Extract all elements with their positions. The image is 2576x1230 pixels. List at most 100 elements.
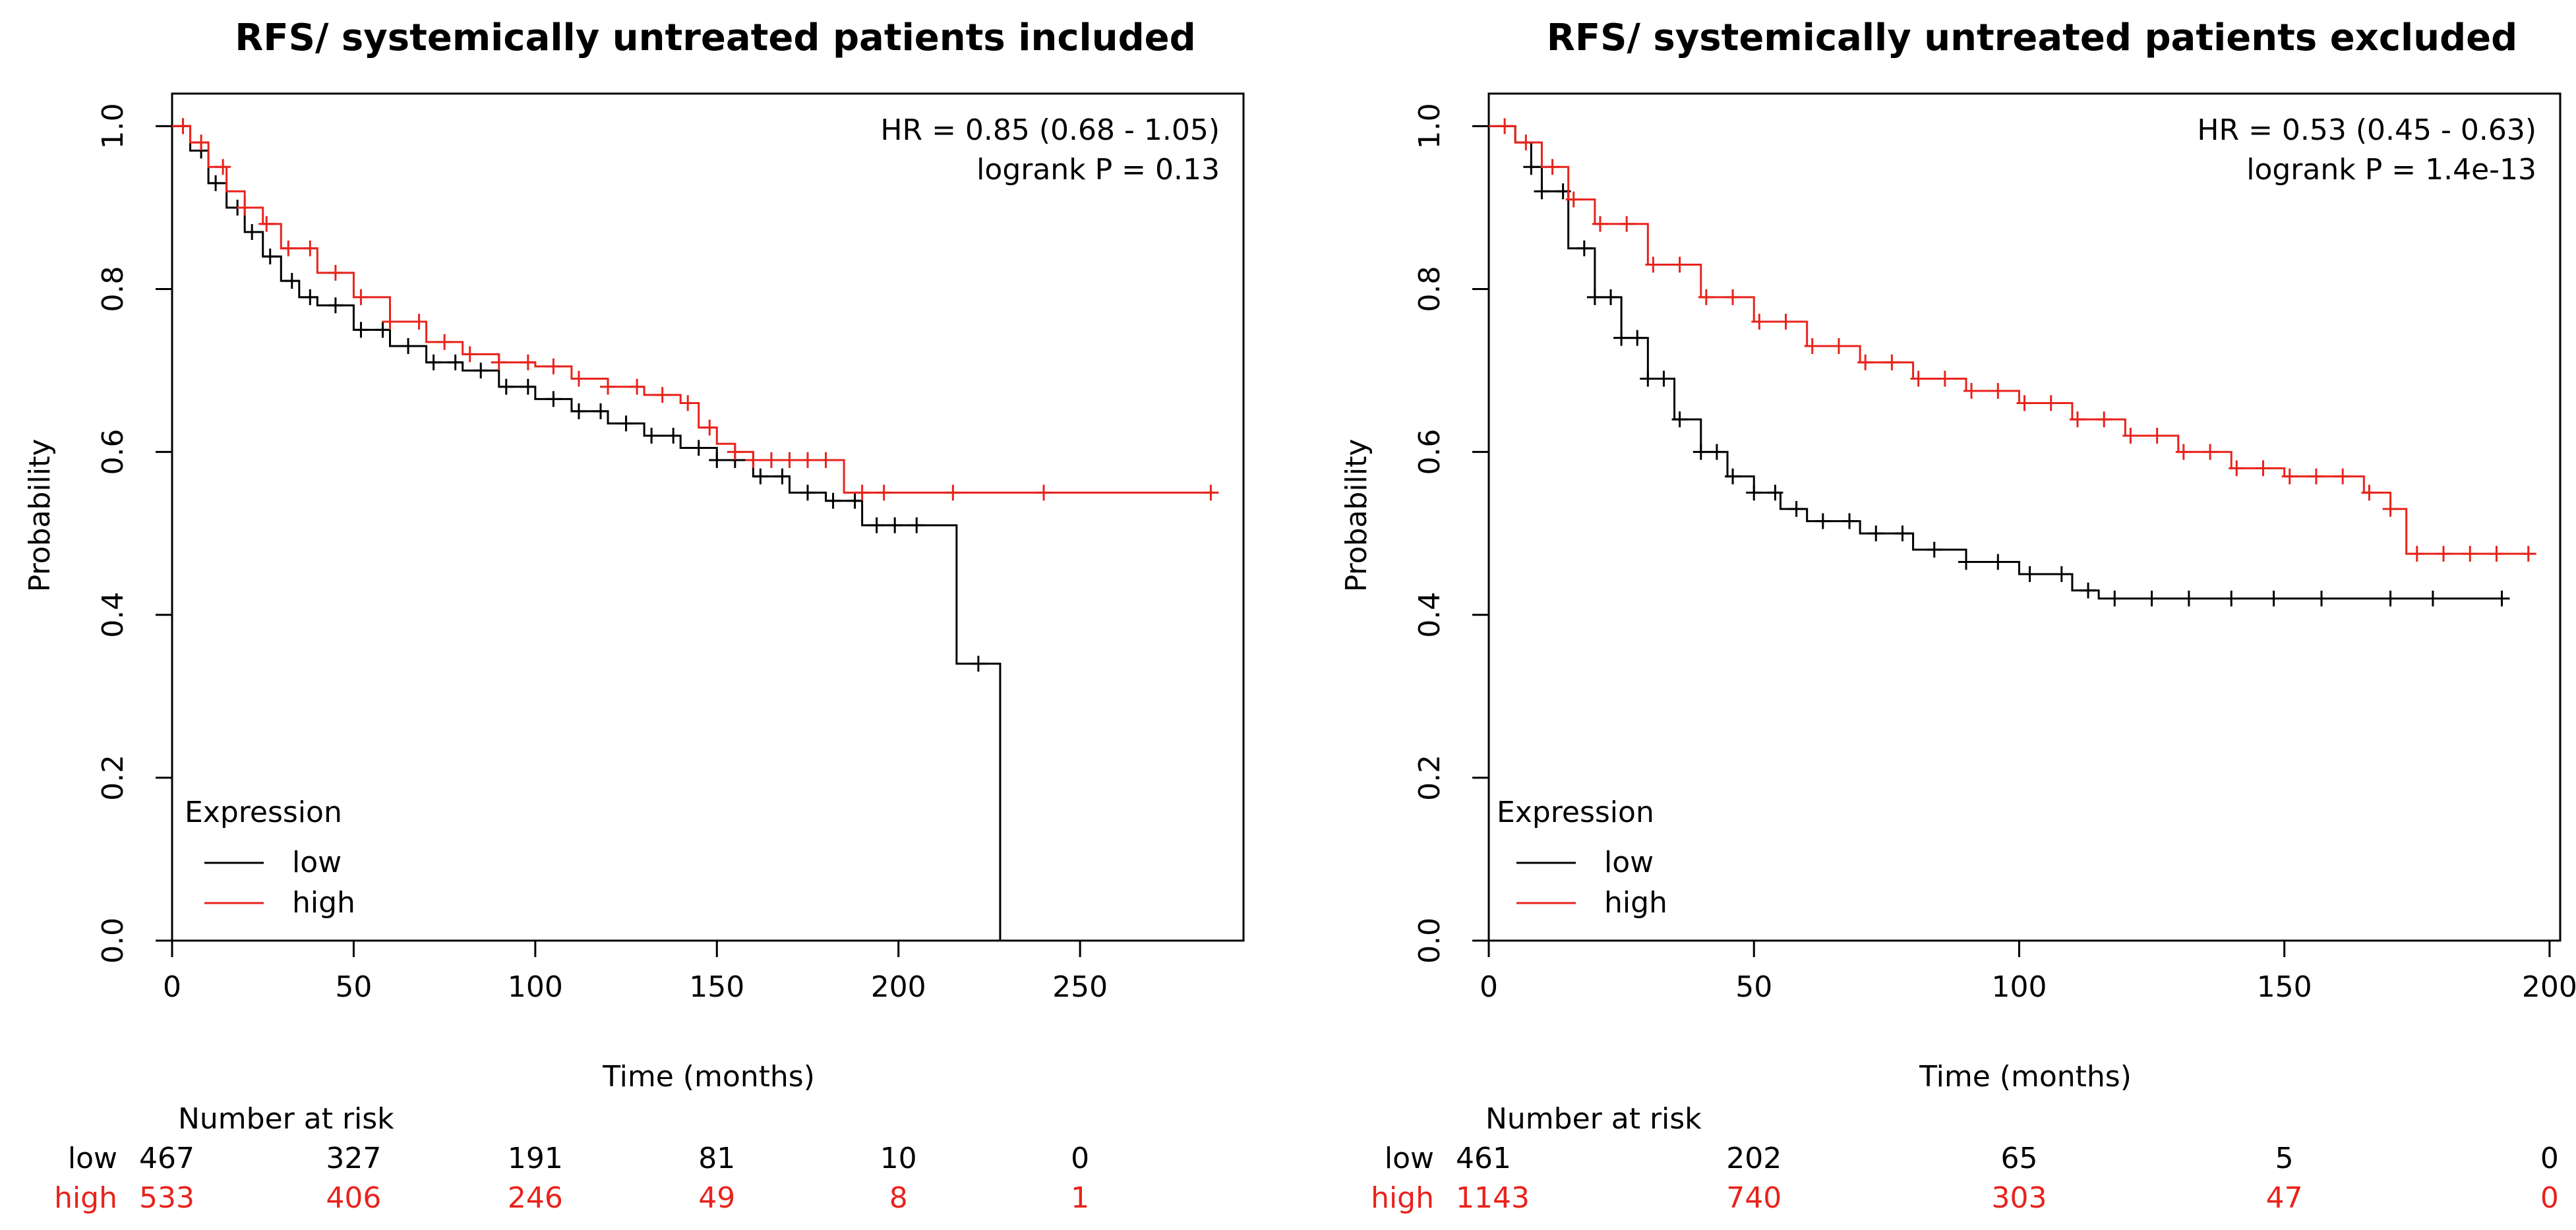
annotation-pvalue: logrank P = 0.13 bbox=[976, 153, 1220, 187]
censor-mark-low bbox=[284, 273, 300, 289]
chart-title: RFS/ systemically untreated patients inc… bbox=[235, 16, 1195, 59]
y-tick-label: 0.0 bbox=[96, 918, 130, 964]
risk-value-low: 81 bbox=[698, 1142, 735, 1175]
risk-row-label-high: high bbox=[54, 1181, 117, 1215]
censor-mark-high bbox=[302, 240, 318, 256]
censor-mark-high bbox=[680, 395, 696, 411]
censor-mark-high bbox=[1857, 354, 1874, 370]
censor-mark-low bbox=[2022, 566, 2038, 582]
censor-mark-low bbox=[690, 440, 707, 456]
censor-mark-high bbox=[1036, 484, 1052, 501]
censor-mark-low bbox=[1926, 541, 1942, 558]
y-tick-label: 0.2 bbox=[96, 755, 130, 801]
censor-mark-high bbox=[1645, 256, 1662, 273]
censor-mark-high bbox=[2175, 444, 2192, 460]
censor-mark-high bbox=[2202, 444, 2219, 460]
censor-mark-high bbox=[2436, 546, 2452, 562]
y-tick-label: 0.8 bbox=[96, 266, 130, 312]
censor-mark-low bbox=[1613, 330, 1630, 346]
plot-marks bbox=[172, 118, 1219, 941]
censor-mark-high bbox=[763, 452, 779, 469]
censor-mark-low bbox=[570, 403, 587, 419]
risk-value-low: 467 bbox=[139, 1142, 195, 1175]
censor-mark-high bbox=[1963, 382, 1980, 399]
censor-mark-low bbox=[2143, 591, 2160, 607]
censor-mark-high bbox=[2462, 546, 2478, 562]
censor-mark-high bbox=[2069, 411, 2085, 428]
risk-value-low: 0 bbox=[2540, 1142, 2559, 1175]
censor-mark-high bbox=[2122, 427, 2139, 444]
risk-value-high: 303 bbox=[1991, 1181, 2047, 1215]
censor-mark-high bbox=[520, 354, 536, 370]
censor-mark-low bbox=[374, 322, 391, 338]
x-axis-label: Time (months) bbox=[602, 1060, 815, 1094]
x-axis: 0 50 100 150 200 250 bbox=[163, 941, 1108, 1004]
risk-value-low: 65 bbox=[2000, 1142, 2037, 1175]
censor-mark-low bbox=[2382, 591, 2399, 607]
risk-value-low: 5 bbox=[2275, 1142, 2294, 1175]
risk-value-high: 1 bbox=[1071, 1181, 1089, 1215]
risk-table: Number at risk low high 467 327 191 81 10 053… bbox=[54, 1102, 1089, 1215]
censor-mark-low bbox=[353, 322, 369, 338]
censor-mark-low bbox=[1534, 183, 1550, 200]
censor-mark-low bbox=[244, 224, 260, 241]
km-panel-excluded: RFS/ systemically untreated patients exc… bbox=[1340, 16, 2576, 1215]
risk-value-high: 0 bbox=[2540, 1181, 2559, 1215]
censor-mark-low bbox=[1640, 370, 1656, 387]
censor-mark-high bbox=[175, 118, 191, 134]
censor-mark-low bbox=[665, 427, 682, 444]
risk-table-title: Number at risk bbox=[1485, 1102, 1702, 1136]
censor-mark-low bbox=[1788, 501, 1805, 517]
x-axis-label: Time (months) bbox=[1919, 1060, 2132, 1094]
censor-mark-high bbox=[854, 484, 870, 501]
x-tick-label: 150 bbox=[2257, 970, 2312, 1004]
legend: Expression low high bbox=[185, 796, 355, 920]
censor-mark-low bbox=[1603, 289, 1619, 305]
censor-mark-low bbox=[498, 378, 514, 395]
censor-mark-high bbox=[1497, 118, 1513, 134]
censor-mark-high bbox=[2096, 411, 2112, 428]
legend: Expression low high bbox=[1497, 796, 1667, 920]
censor-mark-low bbox=[208, 175, 224, 191]
x-tick-label: 100 bbox=[508, 970, 563, 1004]
censor-mark-high bbox=[2488, 546, 2505, 562]
censor-mark-high bbox=[1910, 370, 1927, 387]
censor-mark-high bbox=[1725, 289, 1741, 305]
legend-title: Expression bbox=[185, 796, 342, 829]
risk-row-label-low: low bbox=[68, 1142, 117, 1175]
censor-mark-low bbox=[1671, 411, 1688, 428]
risk-value-high: 1143 bbox=[1456, 1181, 1530, 1215]
x-tick-label: 0 bbox=[1480, 970, 1498, 1004]
risk-row-label-low: low bbox=[1385, 1142, 1434, 1175]
censor-mark-low bbox=[1576, 240, 1592, 256]
risk-value-high: 246 bbox=[508, 1181, 563, 1215]
y-tick-label: 1.0 bbox=[1413, 103, 1447, 149]
censor-mark-low bbox=[1746, 484, 1762, 501]
censor-mark-high bbox=[1203, 484, 1219, 501]
censor-mark-high bbox=[436, 334, 453, 350]
censor-mark-low bbox=[2107, 591, 2123, 607]
censor-mark-high bbox=[1990, 382, 2006, 399]
censor-mark-high bbox=[1565, 191, 1582, 208]
censor-mark-low bbox=[1958, 554, 1975, 570]
censor-mark-low bbox=[2223, 591, 2240, 607]
y-tick-label: 0.4 bbox=[96, 592, 130, 638]
risk-value-high: 8 bbox=[889, 1181, 908, 1215]
censor-mark-high bbox=[2308, 468, 2324, 484]
censor-mark-high bbox=[2520, 546, 2536, 562]
censor-mark-high bbox=[745, 452, 762, 469]
censor-mark-high bbox=[818, 452, 834, 469]
x-tick-label: 250 bbox=[1052, 970, 1108, 1004]
censor-mark-high bbox=[193, 134, 210, 151]
censor-mark-high bbox=[237, 199, 253, 216]
censor-mark-high bbox=[2043, 395, 2059, 411]
censor-mark-low bbox=[847, 492, 863, 509]
plot-frame bbox=[1487, 92, 2561, 942]
x-tick-label: 100 bbox=[1991, 970, 2047, 1004]
risk-value-high: 406 bbox=[326, 1181, 381, 1215]
censor-mark-high bbox=[491, 354, 507, 370]
censor-mark-low bbox=[618, 415, 634, 432]
censor-mark-high bbox=[215, 159, 231, 175]
censor-mark-high bbox=[570, 370, 587, 387]
censor-mark-high bbox=[2409, 546, 2425, 562]
